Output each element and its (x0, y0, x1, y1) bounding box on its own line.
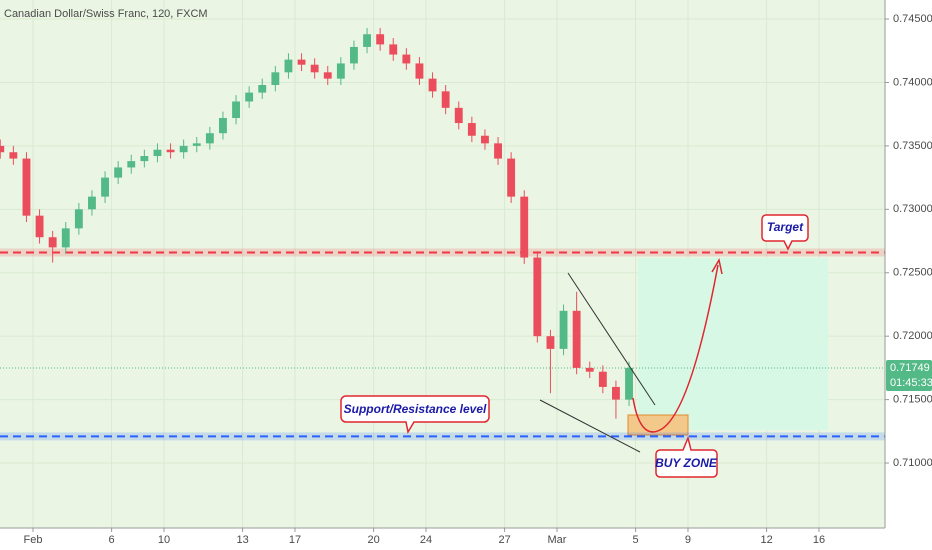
candle-body (428, 78, 437, 92)
candle-body (258, 84, 267, 93)
candle-body (192, 143, 201, 146)
x-tick-label: 17 (289, 534, 301, 546)
candle-body (271, 72, 280, 85)
chart-title: Canadian Dollar/Swiss Franc, 120, FXCM (4, 8, 208, 20)
arrow-head (711, 257, 723, 275)
support-callout (340, 395, 490, 435)
candle-body (572, 310, 581, 368)
levels (0, 248, 885, 441)
candle-body (520, 196, 529, 258)
y-tick-label: 0.72500 (893, 267, 932, 279)
candle-body (232, 101, 240, 118)
candle-body (35, 215, 44, 238)
time-axis (0, 528, 885, 550)
target-zone (638, 258, 828, 430)
x-tick-label: 12 (760, 534, 772, 546)
candle-body (245, 92, 254, 102)
candle-body (546, 336, 555, 349)
candle-body (297, 59, 306, 65)
candle-body (22, 158, 31, 216)
candle-body (533, 257, 542, 337)
x-tick-label: Mar (548, 534, 567, 546)
x-tick-label: 5 (633, 534, 639, 546)
candle-body (441, 91, 450, 108)
x-tick-label: 27 (498, 534, 510, 546)
candle-body (402, 54, 411, 64)
candle-body (376, 34, 385, 45)
candle-body (598, 371, 607, 387)
candle-body (114, 167, 123, 178)
y-tick-label: 0.74000 (893, 76, 932, 88)
candle-body (507, 158, 516, 197)
candle-body (350, 46, 358, 64)
y-tick-label: 0.73500 (893, 140, 932, 152)
x-tick-label: 10 (158, 534, 170, 546)
y-tick-label: 0.74500 (893, 13, 932, 25)
candle-body (74, 209, 83, 229)
candle-body (559, 310, 568, 349)
x-tick-label: 16 (813, 534, 825, 546)
candle-body (389, 44, 398, 55)
candle-body (363, 34, 371, 47)
buy-zone-callout (655, 435, 718, 478)
x-tick-label: Feb (24, 534, 43, 546)
candle-body (0, 145, 5, 153)
projection-arrow (632, 264, 719, 433)
wedge-lower (539, 399, 641, 453)
candle-body (101, 177, 109, 197)
target-callout (761, 214, 809, 251)
candle-body (284, 59, 293, 73)
candle-body (481, 135, 489, 144)
target-label: Target (767, 220, 804, 234)
candle-body (179, 145, 188, 153)
candle-body (310, 64, 319, 73)
candle-body (336, 63, 345, 79)
candles (0, 27, 633, 419)
candle-body (585, 367, 594, 372)
candle-body (61, 228, 70, 248)
candle-body (48, 237, 57, 248)
candle-body (88, 196, 96, 210)
y-tick-label: 0.71500 (893, 394, 932, 406)
candle-body (153, 149, 162, 157)
last-price-tag (886, 360, 932, 392)
x-tick-label: 9 (685, 534, 691, 546)
price-axis (885, 0, 932, 550)
candle-body (205, 133, 214, 144)
axis-labels: 0.74500 0.74000 0.73500 0.73000 0.72500 0.720… (24, 13, 932, 546)
last-price-label: 0.71749 (890, 362, 930, 374)
candle-body (494, 143, 502, 159)
x-tick-label: 20 (367, 534, 379, 546)
candle-body (219, 117, 227, 134)
y-tick-label: 0.71000 (893, 457, 932, 469)
candle-body (140, 156, 149, 162)
candle-body (166, 149, 175, 153)
buy-zone-box (627, 414, 689, 436)
candle-body (127, 161, 136, 168)
x-tick-label: 24 (420, 534, 432, 546)
countdown-label: 01:45:33 (890, 377, 932, 389)
candle-body (9, 152, 18, 159)
candle-body (323, 72, 332, 79)
y-tick-label: 0.72000 (893, 330, 932, 342)
candle-body (612, 386, 620, 400)
x-tick-label: 6 (109, 534, 115, 546)
buy-zone-label: BUY ZONE (655, 456, 718, 470)
candle-body (467, 123, 476, 136)
x-tick-label: 13 (236, 534, 248, 546)
support-label: Support/Resistance level (344, 402, 487, 416)
candle-body (415, 63, 424, 79)
candle-body (454, 107, 463, 124)
y-tick-label: 0.73000 (893, 203, 932, 215)
candle-body (625, 367, 633, 400)
wedge-upper (567, 272, 656, 406)
